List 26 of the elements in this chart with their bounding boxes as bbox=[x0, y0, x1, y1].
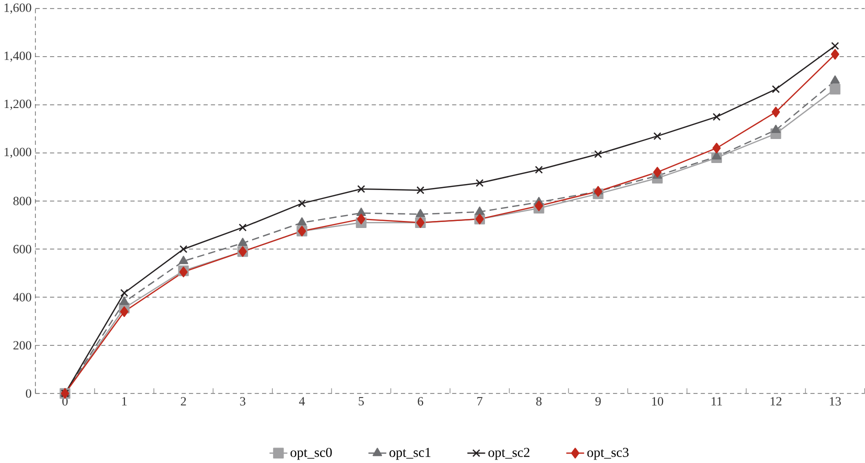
legend-label: opt_sc1 bbox=[390, 448, 430, 460]
y-tick-label: 0 bbox=[26, 389, 32, 398]
y-tick-label: 1,000 bbox=[4, 148, 32, 158]
y-tick-label: 1,200 bbox=[4, 100, 32, 110]
x-tick-label: 1 bbox=[122, 397, 127, 406]
y-tick-label: 200 bbox=[13, 341, 32, 350]
y-tick-label: 800 bbox=[13, 196, 32, 206]
x-tick-label: 9 bbox=[595, 397, 601, 406]
x-tick-label: 12 bbox=[770, 397, 782, 406]
y-tick-label: 600 bbox=[13, 245, 32, 254]
x-tick-label: 8 bbox=[536, 397, 542, 406]
x-tick-label: 13 bbox=[830, 397, 841, 406]
legend-label: opt_sc3 bbox=[587, 448, 629, 460]
y-tick-label: 1,600 bbox=[4, 4, 32, 14]
x-tick-label: 11 bbox=[712, 397, 722, 406]
x-tick-label: 2 bbox=[180, 397, 186, 406]
x-tick-label: 3 bbox=[240, 397, 246, 406]
y-tick-label: 400 bbox=[13, 293, 32, 302]
x-tick-label: 4 bbox=[299, 397, 305, 406]
legend-label: opt_sc0 bbox=[290, 448, 332, 460]
legend-label: opt_sc2 bbox=[488, 448, 530, 460]
x-tick-label: 5 bbox=[358, 397, 364, 406]
x-tick-label: 6 bbox=[418, 397, 424, 406]
y-tick-label: 1,400 bbox=[4, 52, 32, 62]
x-tick-label: 10 bbox=[652, 397, 664, 406]
x-tick-label: 7 bbox=[477, 397, 482, 406]
